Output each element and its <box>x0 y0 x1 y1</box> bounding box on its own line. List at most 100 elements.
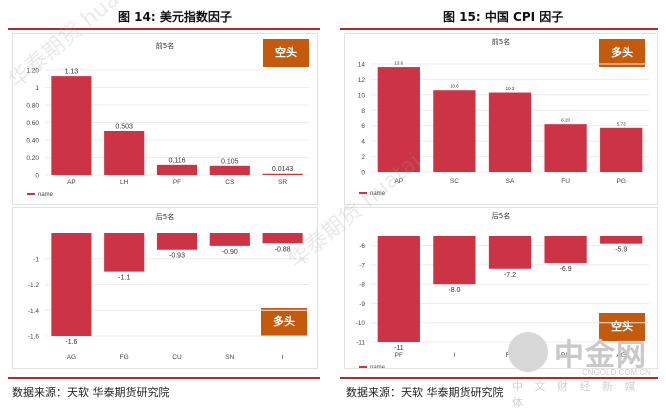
y-tick-label: -6 <box>359 243 365 250</box>
y-tick-label: -1.2 <box>28 282 40 289</box>
right-figure-title: 图 15: 中国 CPI 因子 <box>443 10 564 24</box>
bar-I <box>262 233 303 244</box>
long-badge: 多头 <box>261 308 307 336</box>
category-label: AP <box>67 179 76 186</box>
category-label: SN <box>225 354 234 361</box>
data-label: 0.0143 <box>272 166 294 173</box>
data-label: -0.93 <box>169 253 185 260</box>
bar-LH <box>104 130 145 175</box>
short-badge: 空头 <box>599 313 645 341</box>
cpi-bottom5-chart-panel: 空头 后5名-11-10-9-8-7-6-11PF-8.0I-7.2FG-6.9… <box>344 207 658 369</box>
right-top-rule <box>340 28 658 30</box>
y-tick-label: -9 <box>359 301 365 308</box>
y-tick-label: 0 <box>35 173 39 180</box>
y-tick-label: 0 <box>361 170 365 177</box>
data-label: -0.90 <box>222 249 238 256</box>
data-label: -11 <box>394 345 404 352</box>
data-label: -8.0 <box>448 287 460 294</box>
y-tick-label: -1.6 <box>28 334 40 341</box>
data-label: 0.503 <box>115 123 133 130</box>
category-label: AG <box>616 352 625 359</box>
usd-top5-chart-panel: 空头 前5名 0 0.20 0.40 0.60 0.80 1 1.20 1.13 AP 0.503 L… <box>12 33 318 205</box>
logo-url: CNGOLD.COM.CN <box>582 368 651 377</box>
data-label: 5.73 <box>617 121 626 126</box>
legend-label: name <box>370 365 386 368</box>
bar-FG <box>488 236 532 269</box>
y-tick-label: -1 <box>33 256 39 263</box>
category-label: SC <box>450 178 459 185</box>
y-tick-label: 4 <box>361 139 365 146</box>
y-tick-label: 0.80 <box>26 103 39 110</box>
y-tick-label: 1 <box>35 85 39 92</box>
data-label: 6.20 <box>561 118 570 123</box>
category-label: I <box>453 352 455 359</box>
category-label: SA <box>506 178 515 185</box>
data-label: -1.1 <box>118 275 130 282</box>
y-tick-label: 8 <box>361 108 365 115</box>
category-label: LH <box>120 179 129 186</box>
right-source: 数据来源：天软 华泰期货研究院 <box>346 386 504 399</box>
data-label: -1.6 <box>65 339 77 346</box>
chart-title: 前5名 <box>156 41 174 50</box>
bar-AP <box>51 76 92 175</box>
site-logo: 中金网 CNGOLD.COM.CN 中 文 财 经 新 媒 体 <box>508 330 658 409</box>
category-label: I <box>282 354 284 361</box>
logo-name: 中金网 <box>554 338 647 373</box>
y-tick-label: -1.4 <box>28 308 40 315</box>
data-label: -0.88 <box>275 246 291 253</box>
long-badge: 多头 <box>599 39 645 67</box>
data-label: 1.13 <box>65 69 79 76</box>
bar-AP <box>377 67 420 172</box>
left-figure-title: 图 14: 美元指数因子 <box>118 10 232 24</box>
usd-top-svg: 前5名 0 0.20 0.40 0.60 0.80 1 1.20 1.13 AP 0.503 LH 0.… <box>26 41 309 198</box>
data-label: 10.6 <box>450 84 459 89</box>
left-source: 数据来源：天软 华泰期货研究院 <box>12 386 170 399</box>
bar-FU <box>544 124 587 172</box>
y-tick-label: -10 <box>356 320 366 327</box>
bar-AG <box>51 233 92 336</box>
data-label: 13.6 <box>394 61 403 66</box>
y-tick-label: 10 <box>358 92 366 99</box>
bar-CU <box>156 233 198 250</box>
category-label: PF <box>395 352 403 359</box>
category-label: FU <box>561 178 570 185</box>
bar-SR <box>262 173 303 175</box>
bar-RU <box>544 236 587 263</box>
y-tick-label: -7 <box>359 262 365 269</box>
right-bottom-rule <box>340 377 658 379</box>
bar-AG <box>600 236 643 244</box>
category-label: CU <box>172 354 182 361</box>
legend-label: name <box>370 191 386 197</box>
legend-label: name <box>38 192 54 198</box>
data-label: -5.9 <box>615 247 627 254</box>
cpi-top-svg: 前5名 0 2 4 6 8 10 12 14 13.6 AP 10.6 SC 10.3 SA 6.20 FU 5.… <box>358 37 649 197</box>
y-tick-label: 1.20 <box>26 68 39 75</box>
usd-bottom-svg: 后5名 -1.6 -1.4 -1.2 -1 -1.6 AG -1.1 FG -0.93 CU -0.9… <box>28 212 309 361</box>
usd-bottom5-chart-panel: 多头 后5名 -1.6 -1.4 -1.2 -1 -1.6 AG -1.1 FG -0.93 CU -… <box>12 207 318 369</box>
data-label: 0.116 <box>169 157 186 164</box>
category-label: CS <box>225 179 235 186</box>
y-tick-label: 12 <box>358 77 366 84</box>
left-bottom-rule <box>8 377 320 379</box>
data-label: -7.2 <box>504 272 516 279</box>
bar-PF <box>377 236 420 342</box>
y-tick-label: 0.60 <box>26 120 39 127</box>
chart-title: 后5名 <box>156 212 174 221</box>
bar-SA <box>488 92 532 172</box>
y-tick-label: 0.20 <box>26 155 39 162</box>
chart-title: 后5名 <box>492 211 510 220</box>
y-tick-label: -8 <box>359 282 365 289</box>
data-label: 10.3 <box>506 86 515 91</box>
category-label: SR <box>278 179 287 186</box>
bar-I <box>433 236 476 285</box>
category-label: AP <box>394 178 403 185</box>
category-label: AG <box>67 354 76 361</box>
bar-PG <box>600 127 643 172</box>
logo-tagline: 中 文 财 经 新 媒 体 <box>512 380 640 409</box>
y-tick-label: 2 <box>361 154 365 161</box>
y-tick-label: 14 <box>358 62 366 69</box>
y-tick-label: 6 <box>361 123 365 130</box>
y-tick-label: 0.40 <box>26 138 39 145</box>
data-label: -6.9 <box>560 266 572 273</box>
bar-SN <box>209 233 250 246</box>
